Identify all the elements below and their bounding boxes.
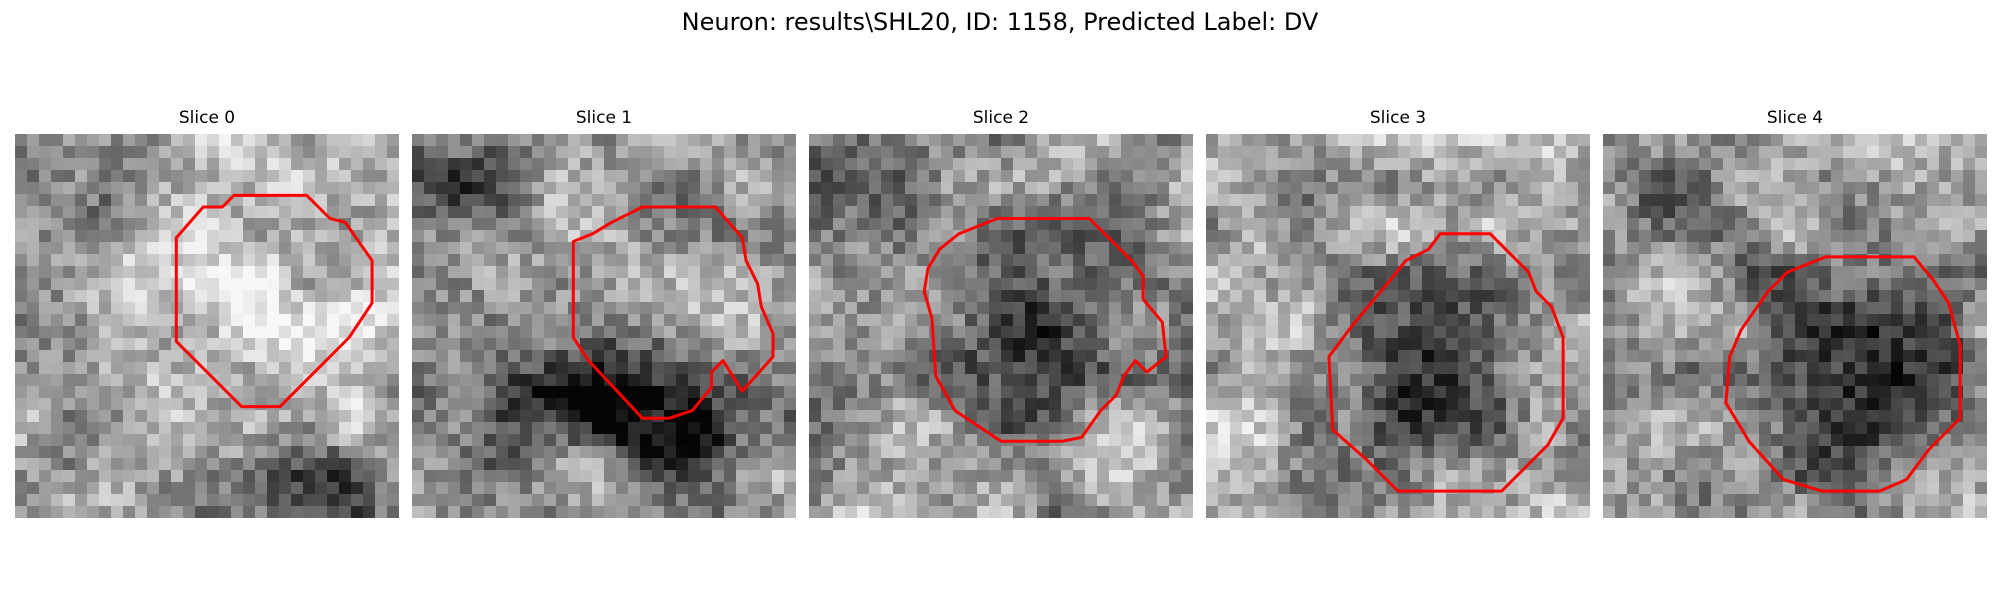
segmentation-contour bbox=[174, 193, 374, 409]
segmentation-contour bbox=[1327, 232, 1565, 493]
slice-image bbox=[15, 134, 399, 518]
segmentation-contour bbox=[1724, 255, 1962, 493]
slice-title: Slice 2 bbox=[972, 108, 1030, 128]
slice-title: Slice 1 bbox=[575, 108, 633, 128]
slice-image bbox=[1206, 134, 1590, 518]
segmentation-contour bbox=[571, 205, 775, 420]
slice-image bbox=[809, 134, 1193, 518]
figure-title: Neuron: results\SHL20, ID: 1158, Predict… bbox=[681, 8, 1319, 36]
slice-image bbox=[412, 134, 796, 518]
slice-image bbox=[1603, 134, 1987, 518]
slice-title: Slice 3 bbox=[1369, 108, 1427, 128]
slice-title: Slice 0 bbox=[178, 108, 236, 128]
segmentation-contour bbox=[922, 217, 1168, 443]
slice-title: Slice 4 bbox=[1766, 108, 1824, 128]
